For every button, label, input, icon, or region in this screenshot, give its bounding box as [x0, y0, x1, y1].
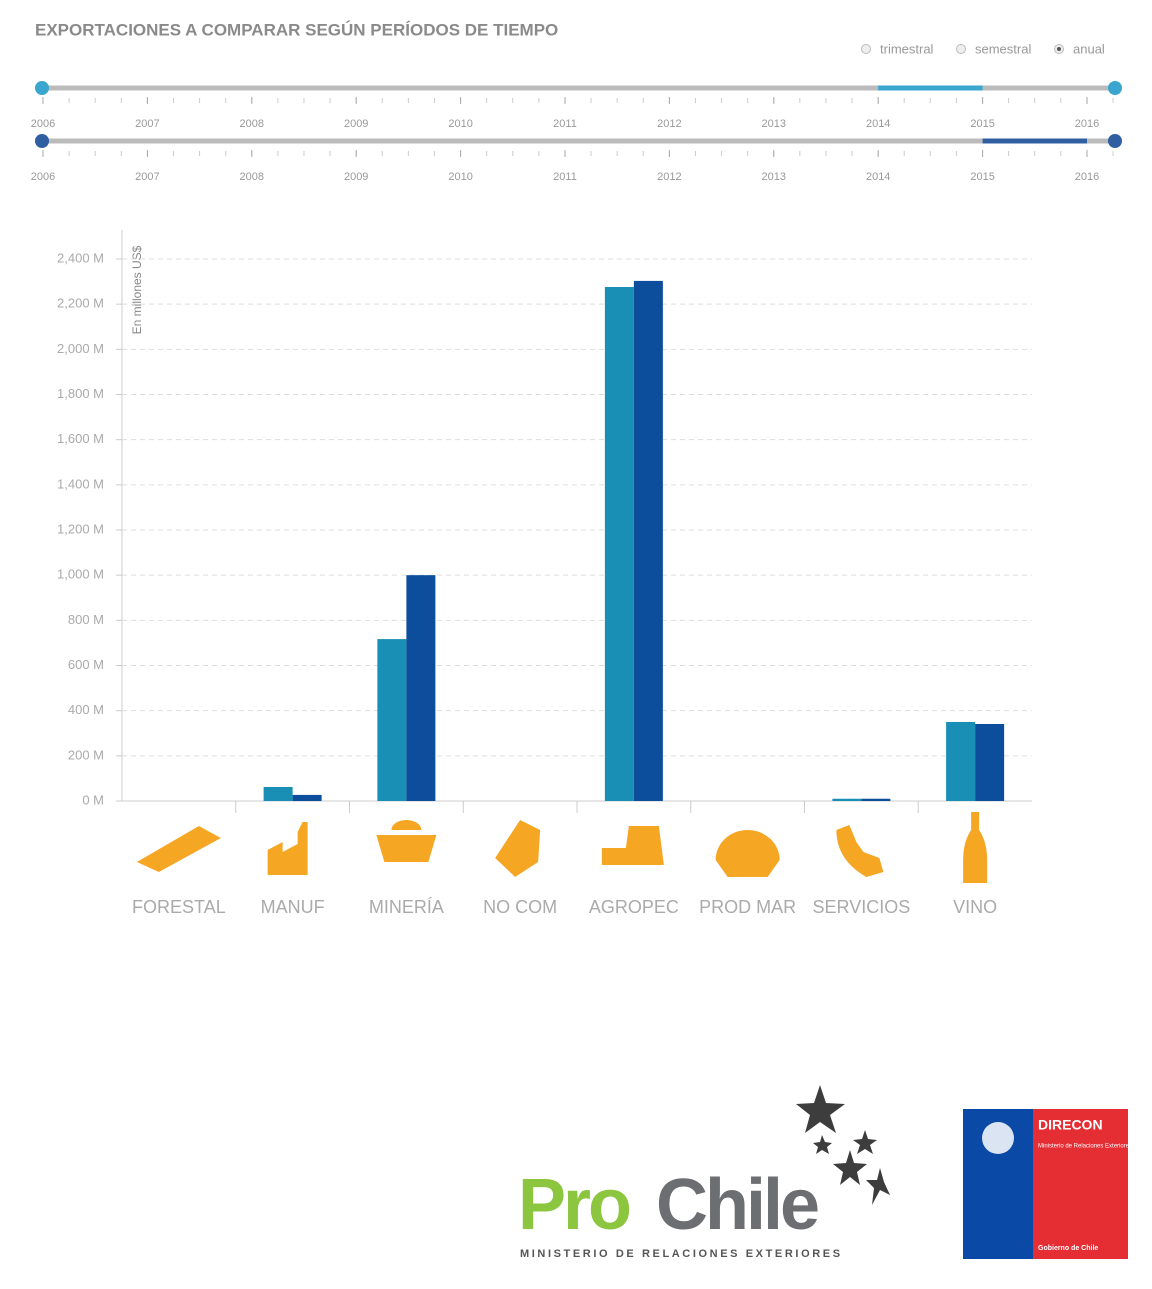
y-tick-label: 200 M — [68, 747, 104, 762]
title: EXPORTACIONES A COMPARAR SEGÚN PERÍODOS … — [35, 20, 558, 39]
y-axis-label: En millones US$ — [130, 245, 144, 334]
logo-chile: Chile — [656, 1165, 818, 1245]
y-tick-label: 1,400 M — [57, 476, 104, 491]
slider-year: 2012 — [657, 118, 681, 130]
category-icon — [601, 826, 664, 865]
slider-handle[interactable] — [1108, 134, 1122, 148]
star — [813, 1135, 832, 1154]
slider-year: 2016 — [1075, 171, 1099, 183]
y-tick-label: 1,000 M — [57, 567, 104, 582]
direcon-subtitle: Ministerio de Relaciones Exteriores — [1038, 1144, 1132, 1150]
y-tick-label: 2,200 M — [57, 296, 104, 311]
direcon-logo: DIRECON Ministerio de Relaciones Exterio… — [963, 1109, 1132, 1259]
slider-year: 2014 — [866, 118, 890, 130]
y-tick-label: 1,200 M — [57, 521, 104, 536]
slider-year: 2012 — [657, 171, 681, 183]
logo-pro: Pro — [518, 1165, 630, 1245]
x-tick-label: AGROPEC — [589, 897, 679, 917]
y-tick-label: 1,800 M — [57, 386, 104, 401]
radio-label[interactable]: anual — [1073, 41, 1105, 56]
bar — [377, 639, 407, 801]
bar — [263, 786, 293, 801]
slider-year: 2015 — [970, 171, 994, 183]
y-tick-label: 800 M — [68, 612, 104, 627]
slider-year: 2011 — [553, 118, 577, 130]
bar — [604, 287, 634, 802]
slider-year: 2008 — [240, 118, 264, 130]
slider-year: 2013 — [762, 118, 786, 130]
category-icon — [495, 820, 541, 877]
x-tick-label: FORESTAL — [132, 897, 226, 917]
coat-of-arms — [982, 1122, 1014, 1154]
radio[interactable] — [861, 44, 871, 54]
bar — [832, 798, 862, 801]
slider-year: 2009 — [344, 118, 368, 130]
x-tick-label: MINERÍA — [369, 897, 444, 917]
ministry: MINISTERIO DE RELACIONES EXTERIORES — [520, 1248, 843, 1260]
category-icon — [715, 830, 780, 877]
x-tick-label: VINO — [953, 897, 997, 917]
radio-dot — [1057, 47, 1061, 51]
category-icon — [836, 825, 884, 877]
slider-year: 2011 — [553, 171, 577, 183]
slider-year: 2014 — [866, 171, 890, 183]
y-tick-label: 2,400 M — [57, 250, 104, 265]
radio-label[interactable]: semestral — [975, 41, 1031, 56]
bar — [633, 280, 663, 801]
y-tick-label: 600 M — [68, 657, 104, 672]
category-icon — [376, 820, 437, 862]
slider-handle[interactable] — [35, 81, 49, 95]
y-tick-label: 400 M — [68, 702, 104, 717]
category-icon — [963, 812, 988, 883]
radio-label[interactable]: trimestral — [880, 41, 934, 56]
slider-year: 2008 — [240, 171, 264, 183]
slider-year: 2006 — [31, 118, 55, 130]
y-tick-label: 2,000 M — [57, 341, 104, 356]
x-tick-label: MANUF — [261, 897, 325, 917]
star — [796, 1085, 845, 1133]
slider-year: 2007 — [135, 118, 159, 130]
slider-year: 2016 — [1075, 118, 1099, 130]
government: Gobierno de Chile — [1038, 1245, 1098, 1252]
slider-year: 2015 — [970, 118, 994, 130]
star — [853, 1130, 877, 1154]
slider-handle[interactable] — [35, 134, 49, 148]
x-tick-label: NO COM — [483, 897, 557, 917]
category-icon — [267, 822, 308, 875]
x-tick-label: PROD MAR — [699, 897, 796, 917]
slider-handle[interactable] — [1108, 81, 1122, 95]
star — [866, 1168, 890, 1205]
slider-year: 2010 — [448, 171, 472, 183]
y-tick-label: 1,600 M — [57, 431, 104, 446]
slider-year: 2009 — [344, 171, 368, 183]
bar — [861, 798, 891, 801]
bar — [292, 794, 322, 801]
bar — [406, 575, 436, 801]
bar — [975, 723, 1005, 801]
y-tick-label: 0 M — [82, 792, 104, 807]
radio[interactable] — [956, 44, 966, 54]
category-icon — [136, 826, 221, 872]
bar — [946, 721, 976, 801]
direcon-title: DIRECON — [1038, 1117, 1103, 1133]
slider-year: 2013 — [762, 171, 786, 183]
x-tick-label: SERVICIOS — [813, 897, 911, 917]
slider-year: 2006 — [31, 171, 55, 183]
slider-year: 2010 — [448, 118, 472, 130]
star — [833, 1150, 867, 1185]
prochile-logo: Pro Chile MINISTERIO DE RELACIONES EXTER… — [518, 1085, 890, 1260]
slider-year: 2007 — [135, 171, 159, 183]
